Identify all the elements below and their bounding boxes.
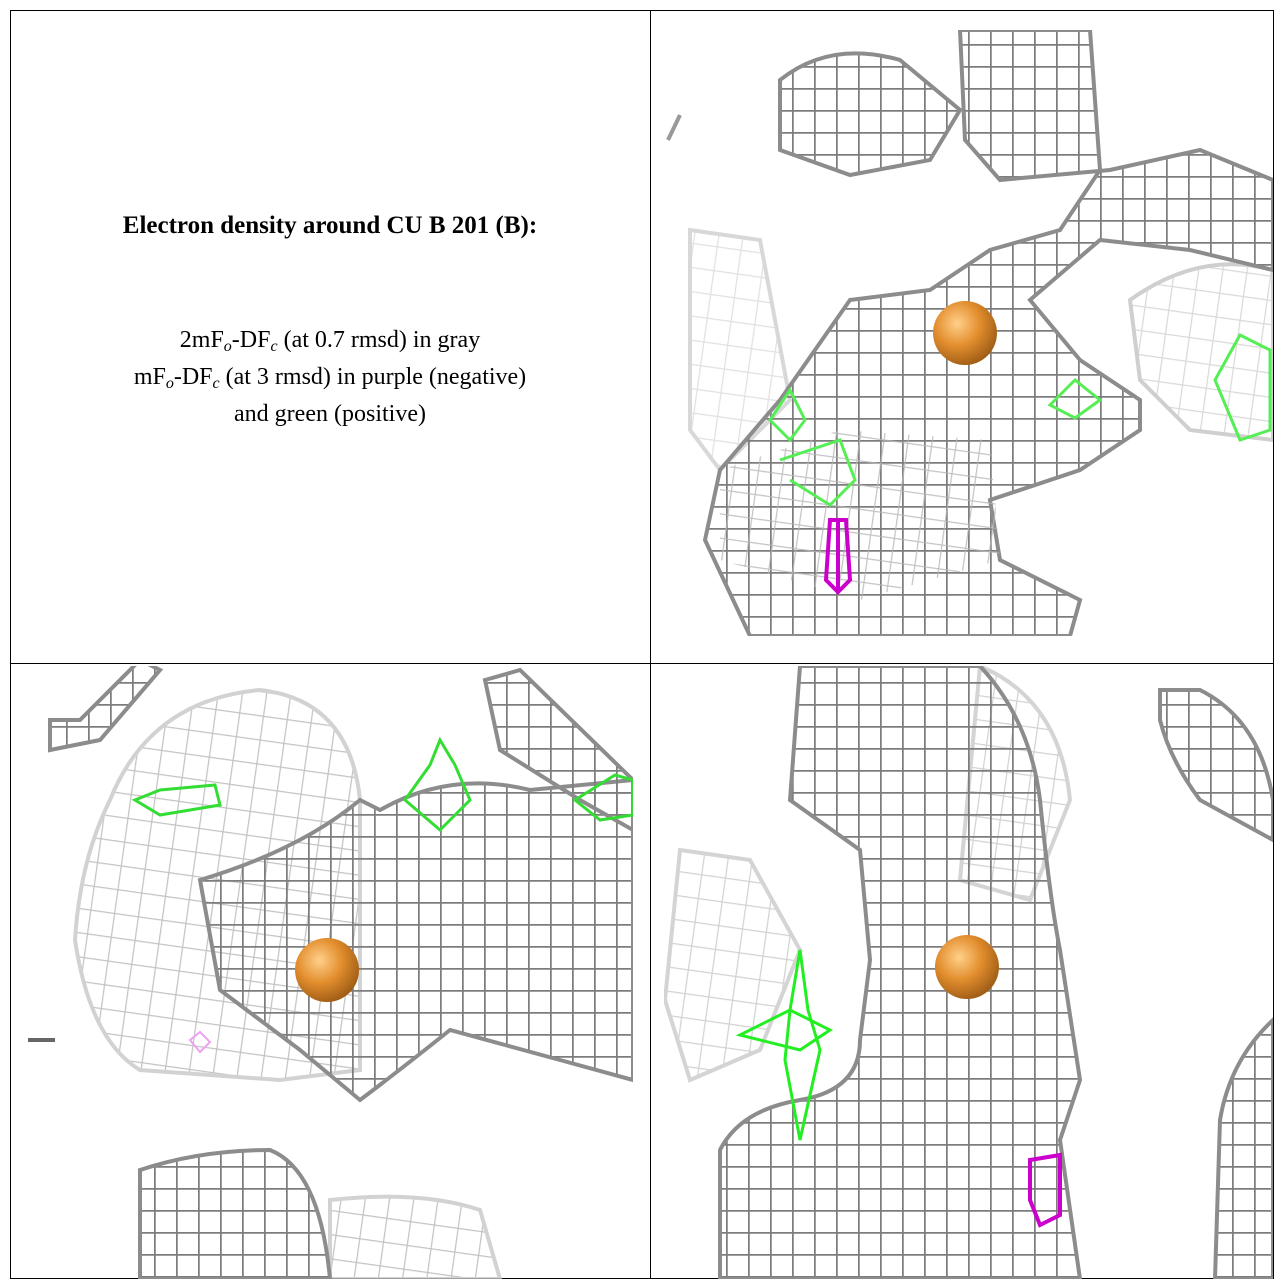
density-image-3	[664, 666, 1273, 1279]
density-image-1	[666, 30, 1273, 636]
subscript: c	[212, 375, 220, 392]
text-run: (at 0.7 rmsd) in gray	[277, 327, 481, 353]
subscript: c	[270, 338, 278, 355]
text-run: mF	[133, 364, 166, 390]
description-line: mFo-DFc (at 3 rmsd) in purple (negative)	[10, 359, 650, 396]
text-run: (at 3 rmsd) in purple (negative)	[219, 364, 527, 390]
subscript: o	[165, 375, 174, 392]
cell-title: Electron density around CU B 201 (B):	[122, 212, 538, 239]
description-line: 2mFo-DFc (at 0.7 rmsd) in gray	[10, 322, 650, 359]
text-run: and green (positive)	[234, 401, 426, 427]
text-run: -DF	[231, 327, 271, 353]
density-image-2	[28, 666, 633, 1279]
cell-description: 2mFo-DFc (at 0.7 rmsd) in gray mFo-DFc (a…	[10, 322, 650, 433]
description-line: and green (positive)	[10, 396, 650, 433]
text-run: -DF	[173, 364, 213, 390]
subscript: o	[223, 338, 232, 355]
text-run: 2mF	[179, 327, 224, 353]
